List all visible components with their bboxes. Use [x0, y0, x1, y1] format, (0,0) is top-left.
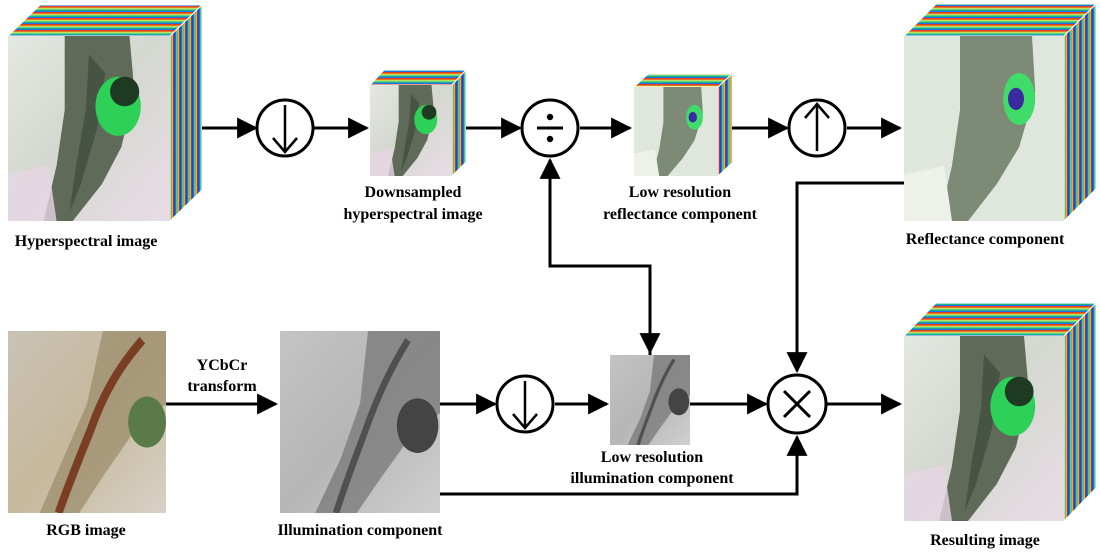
resulting-image-cube	[902, 301, 1098, 523]
label-resulting-image: Resulting image	[930, 532, 1040, 549]
label-low-res-reflectance-line1: Low resolution	[628, 184, 732, 201]
multiply-operator	[766, 373, 828, 435]
label-low-res-reflectance-line2: reflectance component	[603, 206, 757, 223]
rgb-image	[8, 331, 166, 513]
label-ycbcr-line2: transform	[187, 378, 257, 395]
reflectance-component-cube	[902, 2, 1098, 223]
label-downsampled-line1: Downsampled	[364, 184, 462, 201]
label-hyperspectral-image: Hyperspectral image	[14, 233, 158, 250]
downsampled-hyperspectral-cube	[368, 68, 468, 178]
label-reflectance-component: Reflectance component	[905, 231, 1065, 248]
label-illumination-component: Illumination component	[277, 522, 443, 539]
label-rgb-image: RGB image	[46, 522, 126, 539]
arrow-illum-bypass-to-multiply	[440, 434, 808, 496]
arrow-refl-to-multiply	[786, 181, 904, 374]
label-low-res-illumination-line2: illumination component	[570, 470, 734, 487]
label-ycbcr-line1: YCbCr	[196, 357, 248, 374]
downsample-operator-bottom	[495, 374, 555, 434]
label-downsampled-line2: hyperspectral image	[343, 206, 483, 223]
label-low-res-illumination-line1: Low resolution	[600, 449, 704, 466]
illumination-component-image	[280, 331, 440, 513]
divide-operator	[520, 98, 580, 158]
low-resolution-illumination-image	[610, 355, 690, 445]
downsample-operator-top	[255, 98, 315, 158]
connector-lines	[166, 117, 904, 496]
hyperspectral-image-cube	[6, 3, 204, 223]
upsample-operator	[787, 98, 847, 158]
low-resolution-reflectance-cube	[632, 72, 734, 178]
